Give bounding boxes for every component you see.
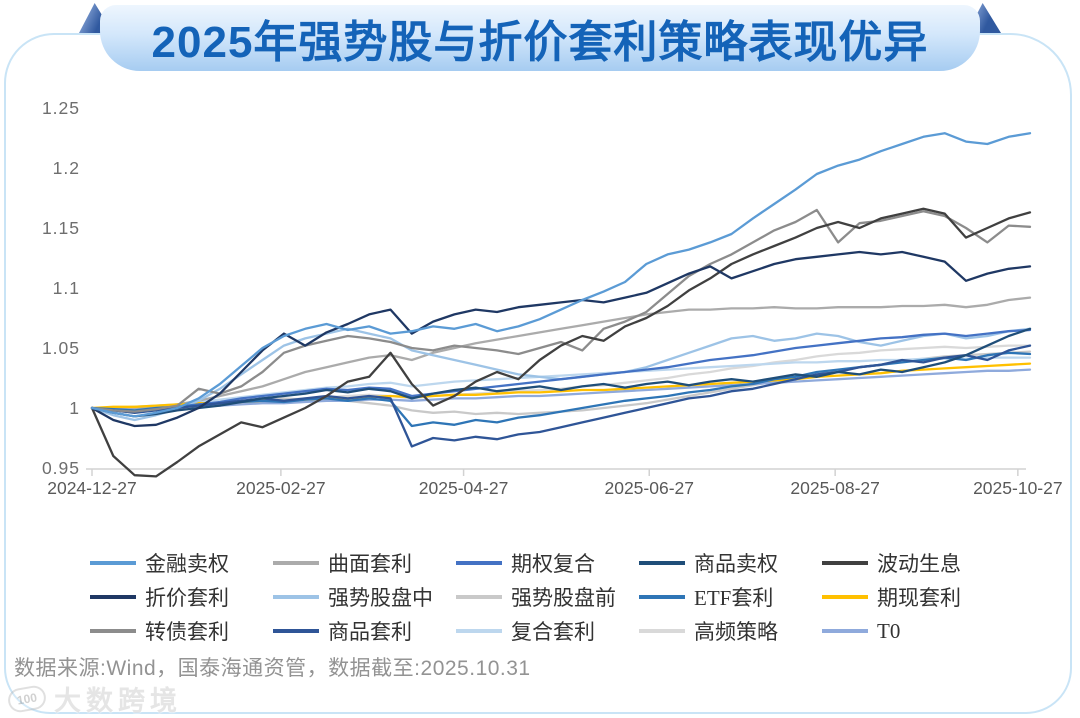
legend-item: 商品卖权	[639, 550, 778, 576]
y-axis-label: 1.1	[53, 278, 80, 298]
legend-item: 高频策略	[639, 618, 778, 644]
legend-swatch	[639, 629, 685, 633]
legend-label: 折价套利	[145, 586, 229, 610]
y-axis-label: 1.05	[42, 338, 80, 358]
legend-label: 强势股盘中	[328, 586, 433, 610]
y-axis-label: 0.95	[42, 458, 80, 478]
series-line-金融卖权	[90, 132, 1032, 418]
legend-item: T0	[822, 618, 900, 644]
legend-item: 曲面套利	[273, 550, 412, 576]
legend-label: 高频策略	[694, 620, 778, 644]
legend-label: 转债套利	[145, 620, 229, 644]
watermark-text: 大数跨境	[54, 686, 182, 716]
legend-swatch	[90, 595, 136, 599]
x-axis-label: 2025-04-27	[419, 478, 509, 498]
legend-label: ETF套利	[694, 586, 774, 610]
series-line-期权复合	[90, 328, 1032, 413]
legend-swatch	[456, 595, 502, 599]
x-axis-label: 2025-10-27	[973, 478, 1063, 498]
legend-label: 曲面套利	[328, 552, 412, 576]
y-axis-label: 1.2	[53, 158, 80, 178]
line-chart: 2024-12-27 2025-02-27 2025-04-27 2025-06-27…	[0, 88, 1080, 528]
legend-item: 强势股盘前	[456, 584, 616, 610]
legend-swatch	[822, 561, 868, 565]
legend-item: 波动生息	[822, 550, 961, 576]
legend-item: 转债套利	[90, 618, 229, 644]
x-axis-label: 2025-06-27	[604, 478, 694, 498]
legend-label: 强势股盘前	[511, 586, 616, 610]
y-axis-label: 1.15	[42, 218, 80, 238]
legend-swatch	[822, 629, 868, 633]
series-line-复合套利	[90, 356, 1032, 410]
series-line-折价套利	[90, 250, 1032, 428]
data-source-note: 数据来源:Wind，国泰海通资管，数据截至:2025.10.31	[14, 657, 531, 680]
page-title: 2025年强势股与折价套利策略表现优异	[151, 18, 929, 67]
series-line-曲面套利	[90, 296, 1032, 411]
legend-label: T0	[877, 618, 901, 643]
legend-label: 商品套利	[328, 620, 412, 644]
series-line-商品卖权	[90, 327, 1032, 418]
legend-item: 期现套利	[822, 584, 961, 610]
legend-swatch	[822, 595, 868, 599]
legend-label: 波动生息	[877, 552, 961, 576]
legend-swatch	[456, 629, 502, 633]
legend-item: 金融卖权	[90, 550, 229, 576]
series-line-波动生息	[90, 207, 1032, 478]
legend-label: 期权复合	[511, 552, 595, 576]
legend-label: 复合套利	[511, 620, 595, 644]
legend-swatch	[273, 561, 319, 565]
watermark-logo-icon: 100	[6, 683, 48, 714]
legend-label: 商品卖权	[694, 552, 778, 576]
legend-swatch	[273, 629, 319, 633]
legend-swatch	[273, 595, 319, 599]
chart-canvas: 2024-12-27 2025-02-27 2025-04-27 2025-06-27…	[42, 98, 1063, 498]
legend-item: 强势股盘中	[273, 584, 433, 610]
watermark: 100 大数跨境	[6, 679, 182, 718]
legend-item: ETF套利	[639, 584, 773, 610]
legend-item: 折价套利	[90, 584, 229, 610]
x-axis-label: 2024-12-27	[47, 478, 137, 498]
legend-label: 期现套利	[877, 586, 961, 610]
legend-label: 金融卖权	[145, 552, 229, 576]
y-axis-label: 1	[69, 398, 80, 418]
y-axis-label: 1.25	[42, 98, 80, 118]
legend-item: 复合套利	[456, 618, 595, 644]
legend-swatch	[639, 595, 685, 599]
legend-swatch	[639, 561, 685, 565]
chart-legend: 金融卖权 曲面套利 期权复合 商品卖权 波动生息折价套利 强势股盘中 强势股盘前 ETF套利 期…	[90, 550, 1040, 654]
legend-item: 期权复合	[456, 550, 595, 576]
x-axis-label: 2025-02-27	[236, 478, 326, 498]
x-axis-label: 2025-08-27	[790, 478, 880, 498]
series-line-T0	[90, 368, 1032, 411]
title-banner: 2025年强势股与折价套利策略表现优异	[100, 5, 980, 71]
legend-swatch	[456, 561, 502, 565]
legend-swatch	[90, 629, 136, 633]
legend-swatch	[90, 561, 136, 565]
legend-item: 商品套利	[273, 618, 412, 644]
